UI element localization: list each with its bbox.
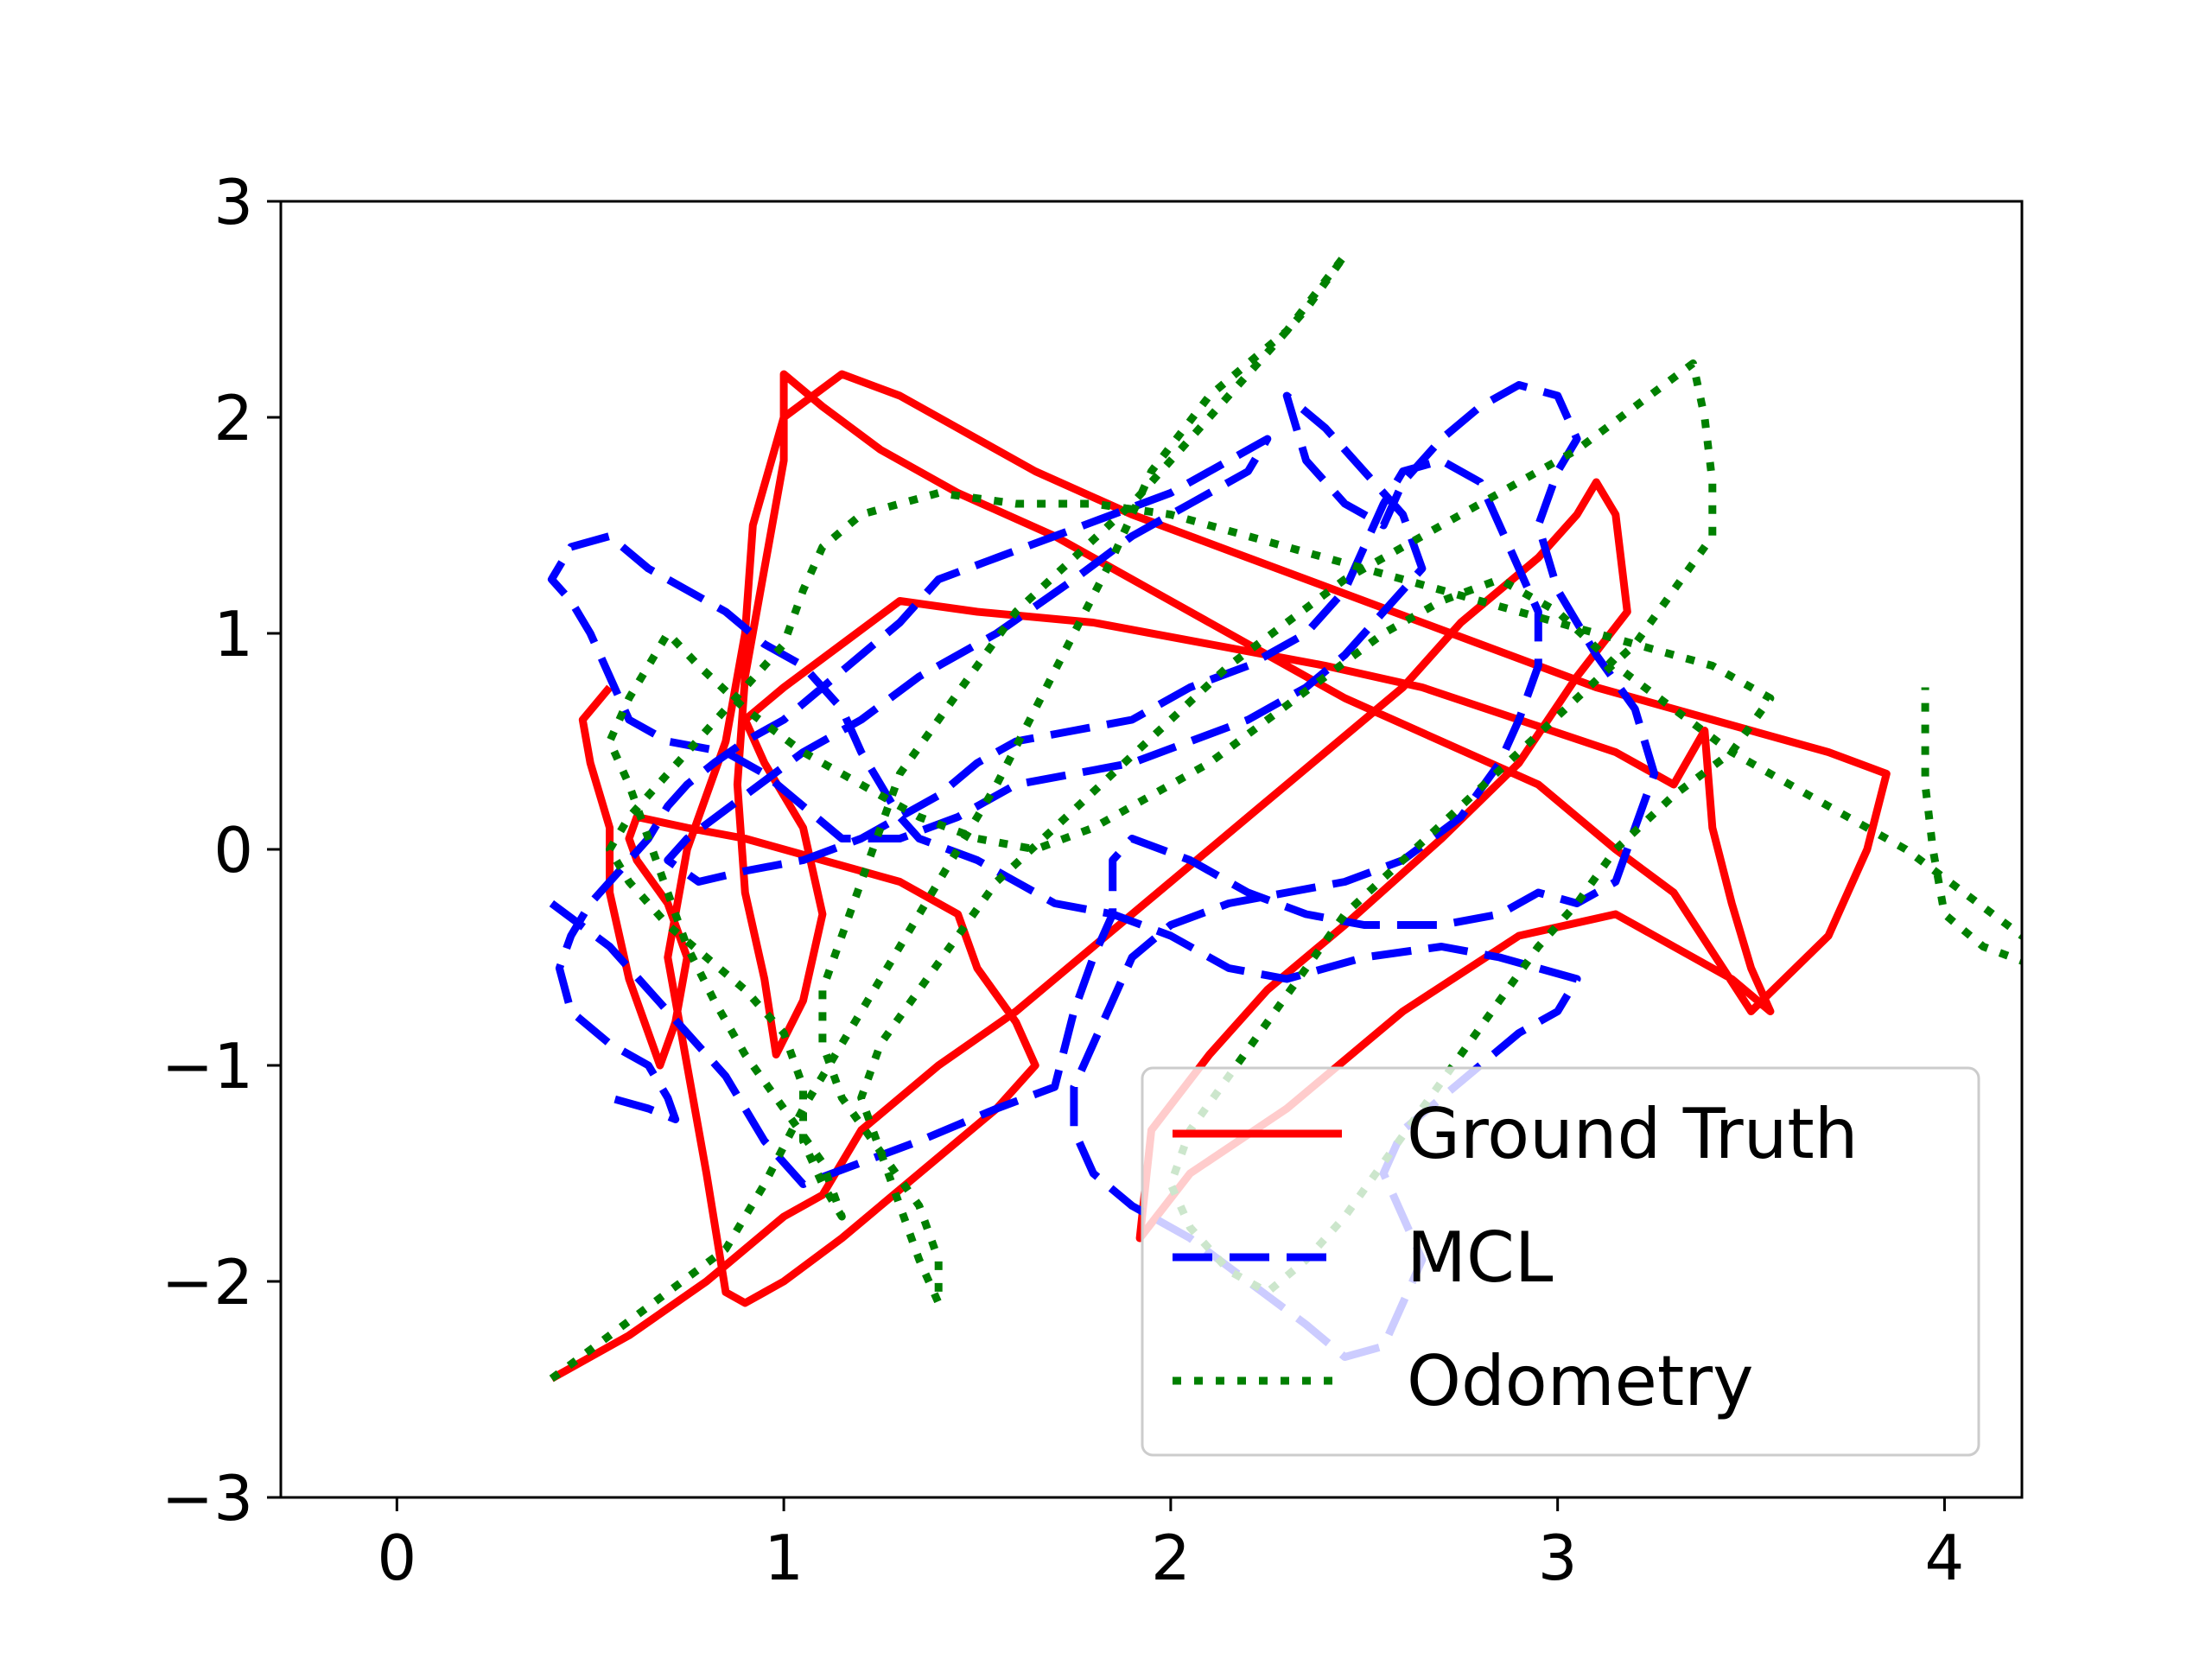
x-tick-label: 2 [1151, 1522, 1191, 1594]
legend-label-mcl: MCL [1407, 1217, 1554, 1298]
legend-label-ground-truth: Ground Truth [1407, 1094, 1858, 1174]
series-line-mcl [547, 381, 1659, 1361]
y-tick-label: 1 [213, 598, 253, 671]
x-tick-label: 4 [1925, 1522, 1965, 1594]
y-tick-label: −1 [162, 1030, 253, 1103]
x-tick-label: 0 [377, 1522, 416, 1594]
y-tick-label: −2 [162, 1246, 253, 1319]
y-tick-label: −3 [162, 1462, 253, 1535]
legend-box [1141, 1066, 1980, 1457]
series-layer [547, 251, 2022, 1382]
x-tick-label: 1 [764, 1522, 804, 1594]
y-tick-label: 0 [213, 814, 253, 887]
x-tick-label: 3 [1538, 1522, 1578, 1594]
ticks-layer: 0 1 2 3 4 3 2 1 0 −1 −2 −3 [162, 166, 1964, 1594]
series-line-odometry [549, 251, 2022, 1382]
legend: Ground Truth MCL Odometry [1141, 1066, 1980, 1457]
series-line-ground-truth [550, 370, 1891, 1382]
y-tick-label: 3 [213, 166, 253, 238]
y-tick-label: 2 [213, 382, 253, 454]
legend-label-odometry: Odometry [1407, 1341, 1753, 1421]
